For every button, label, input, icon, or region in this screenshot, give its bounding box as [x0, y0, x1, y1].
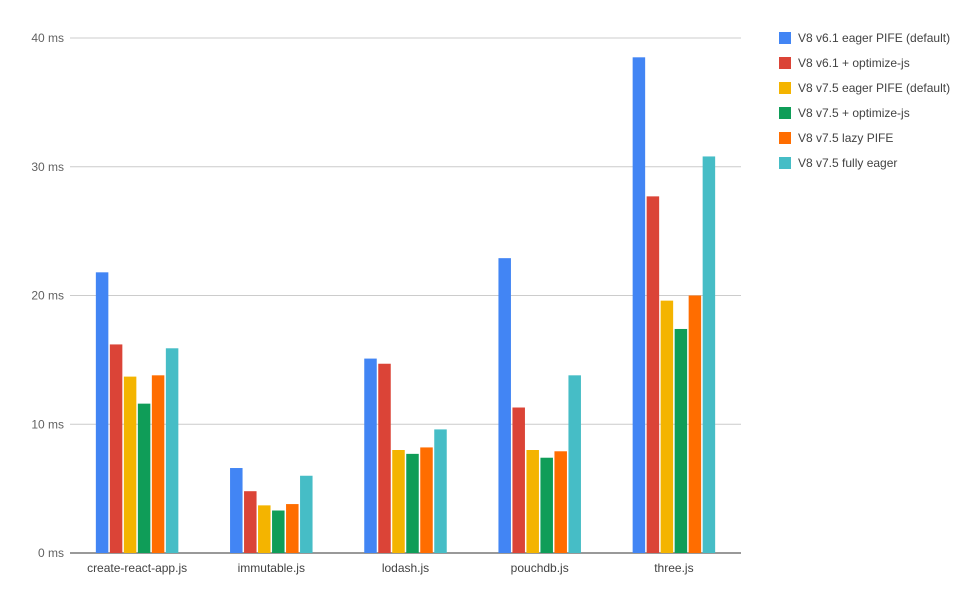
- bar-3-lodash-js: [392, 450, 405, 553]
- y-tick-label: 20 ms: [31, 289, 64, 303]
- bar-5-pouchdb-js: [554, 451, 567, 553]
- gridlines: [70, 37, 741, 554]
- y-tick-label: 0 ms: [38, 546, 64, 560]
- legend-swatch: [779, 32, 791, 44]
- bar-5-create-react-app-js: [151, 375, 165, 553]
- y-tick-label: 30 ms: [31, 160, 64, 174]
- legend-swatch: [779, 132, 791, 144]
- legend: V8 v6.1 eager PIFE (default) V8 v6.1 + op…: [779, 31, 950, 170]
- bar-1-lodash-js: [364, 358, 377, 553]
- bar-4-create-react-app-js: [137, 403, 151, 553]
- bar-4-lodash-js: [406, 453, 419, 553]
- legend-label: V8 v6.1 + optimize-js: [798, 56, 910, 70]
- bar-3-three-js: [660, 300, 674, 553]
- y-tick-label: 40 ms: [31, 31, 64, 45]
- legend-label: V8 v7.5 fully eager: [798, 156, 897, 170]
- bar-5-lodash-js: [420, 447, 433, 553]
- bars: [95, 57, 716, 554]
- x-tick-label: immutable.js: [238, 561, 305, 575]
- bar-6-create-react-app-js: [165, 348, 179, 553]
- bar-1-create-react-app-js: [95, 272, 109, 553]
- x-tick-label: lodash.js: [382, 561, 429, 575]
- bar-6-immutable-js: [300, 475, 313, 553]
- bar-4-three-js: [674, 328, 688, 553]
- bar-5-immutable-js: [286, 504, 299, 553]
- bar-3-create-react-app-js: [123, 376, 137, 553]
- bar-2-pouchdb-js: [512, 407, 525, 553]
- bar-3-pouchdb-js: [526, 450, 539, 553]
- legend-label: V8 v7.5 eager PIFE (default): [798, 81, 950, 95]
- x-tick-label: pouchdb.js: [511, 561, 569, 575]
- legend-swatch: [779, 157, 791, 169]
- bar-1-immutable-js: [230, 468, 243, 553]
- legend-swatch: [779, 107, 791, 119]
- legend-label: V8 v6.1 eager PIFE (default): [798, 31, 950, 45]
- legend-label: V8 v7.5 lazy PIFE: [798, 131, 893, 145]
- bar-5-three-js: [688, 295, 702, 553]
- bar-3-immutable-js: [258, 505, 271, 553]
- bar-2-immutable-js: [244, 491, 257, 553]
- bar-2-three-js: [646, 196, 660, 554]
- y-tick-label: 10 ms: [31, 417, 64, 431]
- bar-6-lodash-js: [434, 429, 447, 553]
- bar-2-lodash-js: [378, 363, 391, 553]
- x-tick-label: create-react-app.js: [87, 561, 187, 575]
- legend-swatch: [779, 82, 791, 94]
- bar-4-immutable-js: [272, 510, 285, 553]
- bar-6-three-js: [702, 156, 716, 553]
- y-axis-ticks: 0 ms 10 ms 20 ms 30 ms 40 ms: [31, 31, 64, 560]
- bar-1-pouchdb-js: [498, 258, 511, 553]
- x-axis-labels: create-react-app.js immutable.js lodash.js…: [87, 561, 694, 575]
- bar-2-create-react-app-js: [109, 344, 123, 553]
- bar-6-pouchdb-js: [568, 375, 581, 553]
- bar-4-pouchdb-js: [540, 457, 553, 553]
- legend-swatch: [779, 57, 791, 69]
- bar-1-three-js: [632, 57, 646, 553]
- x-tick-label: three.js: [654, 561, 693, 575]
- legend-label: V8 v7.5 + optimize-js: [798, 106, 910, 120]
